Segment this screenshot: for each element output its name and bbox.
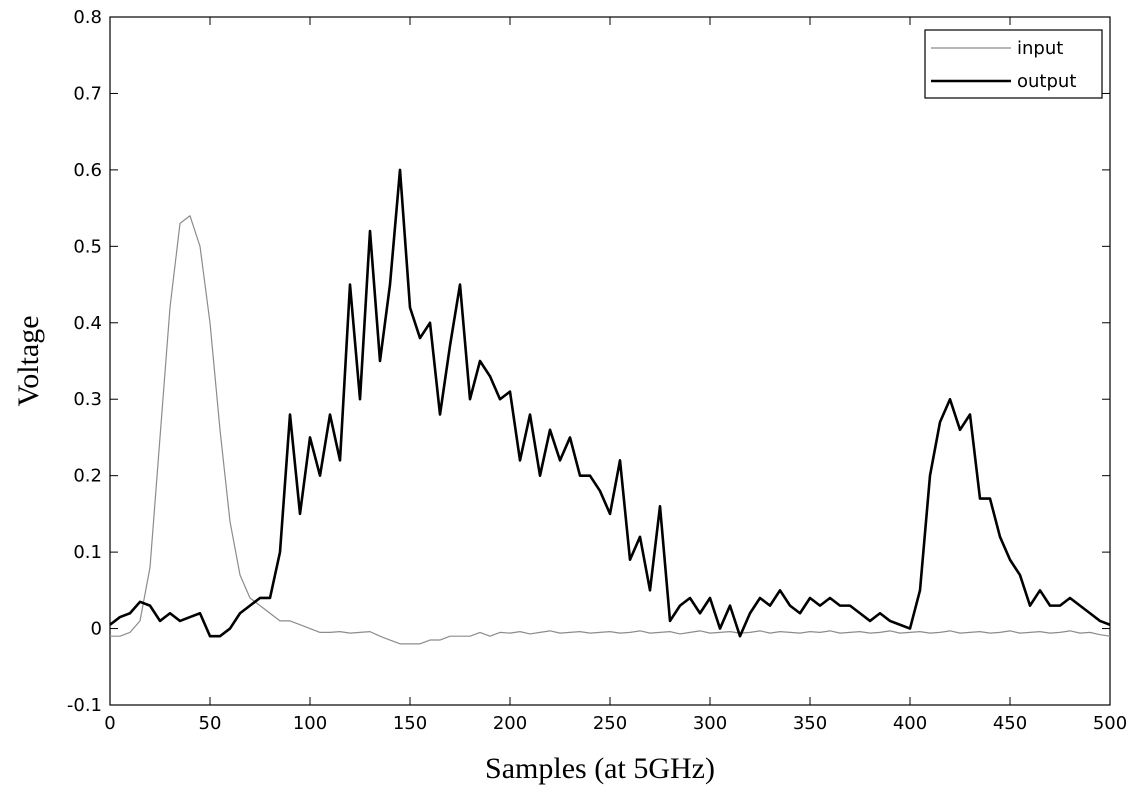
x-tick-label: 500 — [1093, 713, 1127, 734]
y-axis-label: Voltage — [12, 315, 45, 406]
y-tick-label: 0.5 — [73, 236, 102, 257]
x-tick-label: 50 — [199, 713, 222, 734]
y-tick-label: -0.1 — [67, 695, 102, 716]
x-tick-label: 350 — [793, 713, 827, 734]
y-tick-label: 0.7 — [73, 83, 102, 104]
legend-label: output — [1017, 71, 1076, 92]
x-tick-label: 300 — [693, 713, 727, 734]
legend-label: input — [1017, 38, 1063, 59]
legend-box — [924, 29, 1103, 99]
x-tick-label: 400 — [893, 713, 927, 734]
x-tick-label: 100 — [293, 713, 327, 734]
y-tick-label: 0.3 — [73, 389, 102, 410]
x-tick-label: 0 — [104, 713, 115, 734]
y-tick-label: 0.8 — [73, 7, 102, 28]
line-series — [110, 215, 1111, 645]
y-tick-label: 0.2 — [73, 466, 102, 487]
plot-area — [109, 16, 1111, 706]
x-tick-label: 200 — [493, 713, 527, 734]
x-tick-label: 150 — [393, 713, 427, 734]
x-tick-label: 250 — [593, 713, 627, 734]
y-tick-label: 0.6 — [73, 160, 102, 181]
y-tick-label: 0.1 — [73, 542, 102, 563]
y-tick-label: 0.4 — [73, 313, 102, 334]
y-tick-label: 0 — [91, 619, 102, 640]
x-axis-label: Samples (at 5GHz) — [485, 752, 715, 785]
x-tick-label: 450 — [993, 713, 1027, 734]
line-series — [109, 168, 1111, 638]
